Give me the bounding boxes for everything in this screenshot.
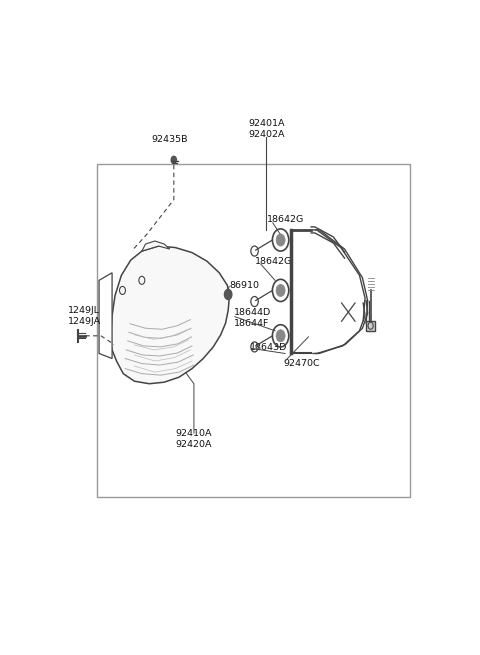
Text: 92410A
92420A: 92410A 92420A: [176, 429, 212, 449]
Polygon shape: [99, 272, 112, 358]
Text: 92470C: 92470C: [283, 359, 320, 368]
Polygon shape: [142, 241, 170, 251]
FancyBboxPatch shape: [366, 321, 375, 331]
Circle shape: [276, 329, 285, 342]
Text: 18644D
18644F: 18644D 18644F: [234, 308, 271, 328]
Text: 92401A
92402A: 92401A 92402A: [248, 119, 285, 139]
Polygon shape: [110, 246, 229, 384]
Circle shape: [225, 290, 232, 299]
Text: 18643D: 18643D: [250, 343, 287, 352]
Circle shape: [171, 157, 177, 163]
Text: 86910: 86910: [229, 281, 259, 290]
Text: 92435B: 92435B: [152, 135, 188, 143]
Text: 18642G: 18642G: [266, 215, 304, 224]
Text: 18642G: 18642G: [255, 257, 292, 266]
Text: 1249JL
1249JA: 1249JL 1249JA: [68, 306, 101, 326]
Circle shape: [276, 234, 285, 246]
Bar: [97, 164, 409, 497]
Circle shape: [276, 284, 285, 297]
